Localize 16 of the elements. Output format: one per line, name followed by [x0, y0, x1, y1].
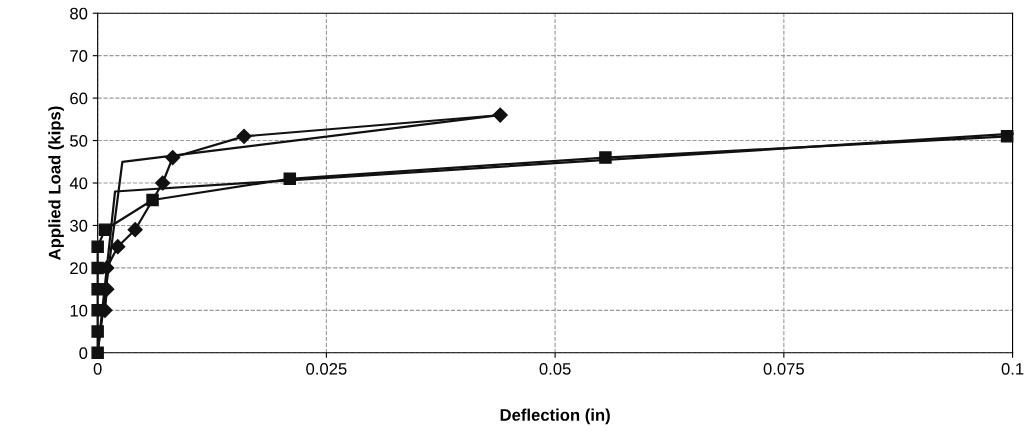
y-tick-label: 20 — [70, 262, 88, 275]
x-axis-title: Deflection (in) — [500, 408, 610, 425]
x-tick-label: 0.025 — [306, 362, 347, 375]
x-tick-label: 0.075 — [763, 362, 805, 375]
y-tick-label: 70 — [70, 50, 88, 62]
y-axis-title: Applied Load (kips) — [48, 106, 64, 260]
y-tick-label: 40 — [69, 177, 88, 190]
y-tick-label: 0 — [79, 347, 88, 359]
x-tick-label: 0.05 — [539, 362, 571, 375]
y-tick-label: 50 — [70, 134, 88, 147]
y-tick-label: 30 — [70, 219, 88, 232]
x-tick-label: 0 — [93, 362, 102, 375]
y-tick-label: 80 — [70, 7, 88, 20]
x-tick-label: 0.1 — [1001, 362, 1024, 375]
y-tick-label: 60 — [70, 92, 88, 105]
y-tick-label: 10 — [70, 304, 88, 317]
